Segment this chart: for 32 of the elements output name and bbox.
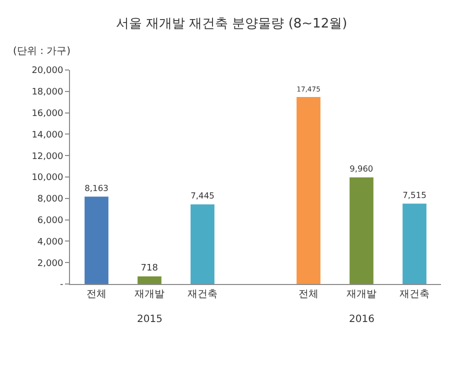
y-tick-label: 16,000 xyxy=(32,108,64,119)
x-tick-label: 재개발 xyxy=(346,289,376,300)
x-tick-label: 전체 xyxy=(298,289,318,300)
x-tick-label: 전체 xyxy=(86,289,106,300)
chart-title: 서울 재개발 재건축 분양물량 (8~12월) xyxy=(116,16,348,32)
y-tick-label: 14,000 xyxy=(32,130,64,140)
y-tick-label: 12,000 xyxy=(32,152,64,162)
bar xyxy=(350,177,374,284)
bar xyxy=(296,97,320,284)
x-tick-label: 재개발 xyxy=(134,289,164,300)
bar xyxy=(190,204,214,284)
bar xyxy=(402,204,426,284)
text: 2016 xyxy=(349,314,374,325)
text: 2015 xyxy=(137,314,162,325)
y-tick-label: 20,000 xyxy=(32,66,64,76)
bar xyxy=(84,196,108,284)
y-axis-title: (단위 : 가구) xyxy=(13,46,71,57)
x-tick-label: 재건축 xyxy=(400,289,430,300)
y-tick-label: 18,000 xyxy=(32,88,64,98)
y-tick-label: 6,000 xyxy=(37,216,64,226)
bar xyxy=(138,276,162,284)
data-label: 8,163 xyxy=(84,182,108,193)
data-label: 9,960 xyxy=(350,164,374,174)
x-tick-label: 재건축 xyxy=(188,289,218,300)
y-tick-label: 10,000 xyxy=(32,173,64,184)
y-tick-label: - xyxy=(60,280,64,290)
y-tick-label: 2,000 xyxy=(37,258,64,269)
data-label: 7,445 xyxy=(190,190,214,201)
y-tick-label: 8,000 xyxy=(37,194,64,205)
data-label: 718 xyxy=(140,263,158,274)
data-label: 7,515 xyxy=(402,190,426,200)
y-tick-label: 4,000 xyxy=(37,237,64,248)
